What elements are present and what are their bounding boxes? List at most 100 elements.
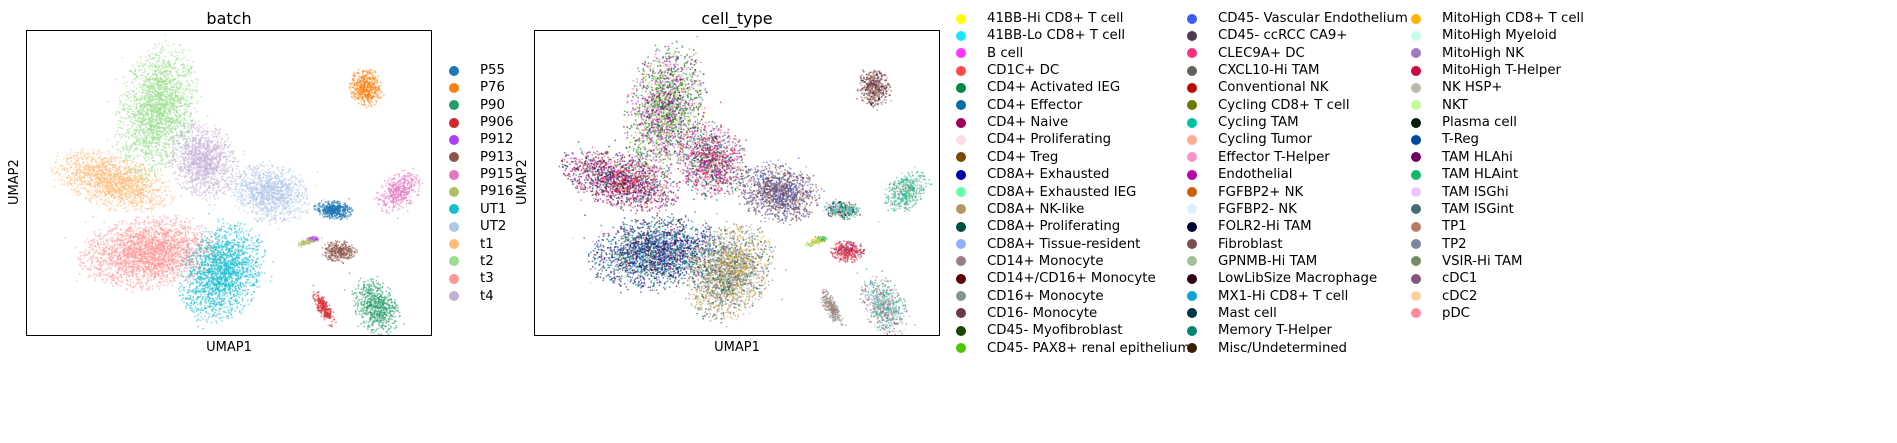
data-point — [86, 173, 88, 176]
data-point — [141, 84, 144, 87]
data-point — [149, 117, 152, 120]
data-point — [177, 57, 180, 60]
data-point — [138, 137, 141, 139]
data-point — [168, 105, 171, 108]
data-point — [170, 202, 172, 205]
data-point — [206, 133, 209, 135]
data-point — [169, 106, 172, 108]
data-point — [131, 182, 134, 185]
data-point — [178, 163, 180, 166]
data-point — [136, 183, 138, 186]
data-point — [103, 190, 106, 193]
data-point — [149, 88, 152, 91]
data-point — [193, 189, 196, 191]
data-point — [152, 132, 155, 135]
data-point — [125, 173, 128, 176]
data-point — [158, 143, 161, 146]
data-point — [114, 181, 117, 184]
data-point — [88, 191, 91, 194]
data-point — [172, 131, 175, 134]
data-point — [89, 166, 92, 169]
data-point — [148, 198, 151, 201]
data-point — [146, 121, 149, 124]
data-point — [144, 134, 147, 136]
data-point — [167, 117, 170, 120]
data-point — [202, 197, 204, 200]
data-point — [168, 165, 170, 168]
data-point — [164, 132, 167, 135]
data-point — [106, 139, 109, 142]
data-point — [135, 161, 138, 164]
data-point — [160, 161, 162, 164]
data-point — [180, 119, 183, 121]
data-point — [138, 126, 141, 129]
data-point — [131, 192, 134, 195]
data-point — [121, 108, 124, 111]
data-point — [165, 127, 168, 129]
data-point — [177, 182, 179, 185]
data-point — [223, 164, 226, 167]
data-point — [170, 82, 173, 85]
data-point — [56, 155, 59, 158]
data-point — [224, 184, 227, 187]
data-point — [126, 157, 128, 160]
data-point — [154, 87, 156, 90]
data-point — [210, 158, 212, 161]
data-point — [149, 96, 151, 99]
data-point — [211, 140, 213, 142]
data-point — [195, 187, 198, 190]
data-point — [87, 169, 90, 172]
data-point — [233, 149, 235, 152]
data-point — [143, 158, 146, 160]
data-point — [182, 167, 185, 170]
data-point — [200, 142, 203, 145]
data-point — [189, 119, 192, 122]
data-point — [159, 80, 162, 83]
data-point — [220, 177, 223, 180]
data-point — [213, 146, 216, 149]
data-point — [135, 126, 138, 128]
data-point — [81, 181, 84, 184]
data-point — [63, 168, 66, 171]
data-point — [116, 156, 118, 159]
data-point — [110, 182, 113, 185]
data-point — [166, 121, 169, 124]
data-point — [143, 211, 145, 213]
data-point — [180, 63, 183, 66]
data-point — [150, 75, 153, 78]
data-point — [184, 141, 187, 144]
data-point — [174, 94, 177, 97]
data-point — [145, 126, 148, 128]
data-point — [133, 194, 136, 197]
data-point — [109, 173, 112, 175]
data-point — [104, 173, 106, 176]
data-point — [83, 156, 86, 158]
data-point — [146, 180, 149, 183]
data-point — [158, 109, 161, 111]
data-point — [207, 138, 210, 140]
data-point — [121, 56, 123, 59]
data-point — [178, 91, 181, 94]
data-point — [195, 85, 198, 88]
data-point — [143, 195, 146, 197]
data-point — [107, 181, 110, 184]
data-point — [86, 152, 88, 155]
data-point — [234, 178, 237, 181]
data-point — [125, 154, 128, 157]
data-point — [90, 194, 93, 197]
data-point — [159, 119, 162, 122]
data-point — [182, 57, 184, 60]
data-point — [152, 196, 155, 199]
data-point — [190, 157, 193, 160]
data-point — [128, 187, 131, 190]
data-point — [169, 65, 172, 68]
data-point — [146, 106, 148, 109]
data-point — [149, 61, 151, 64]
data-point — [162, 203, 165, 206]
data-point — [149, 100, 152, 103]
data-point — [128, 159, 131, 162]
data-point — [163, 124, 166, 126]
data-point — [183, 131, 186, 134]
data-point — [187, 105, 190, 108]
data-point — [135, 100, 137, 102]
